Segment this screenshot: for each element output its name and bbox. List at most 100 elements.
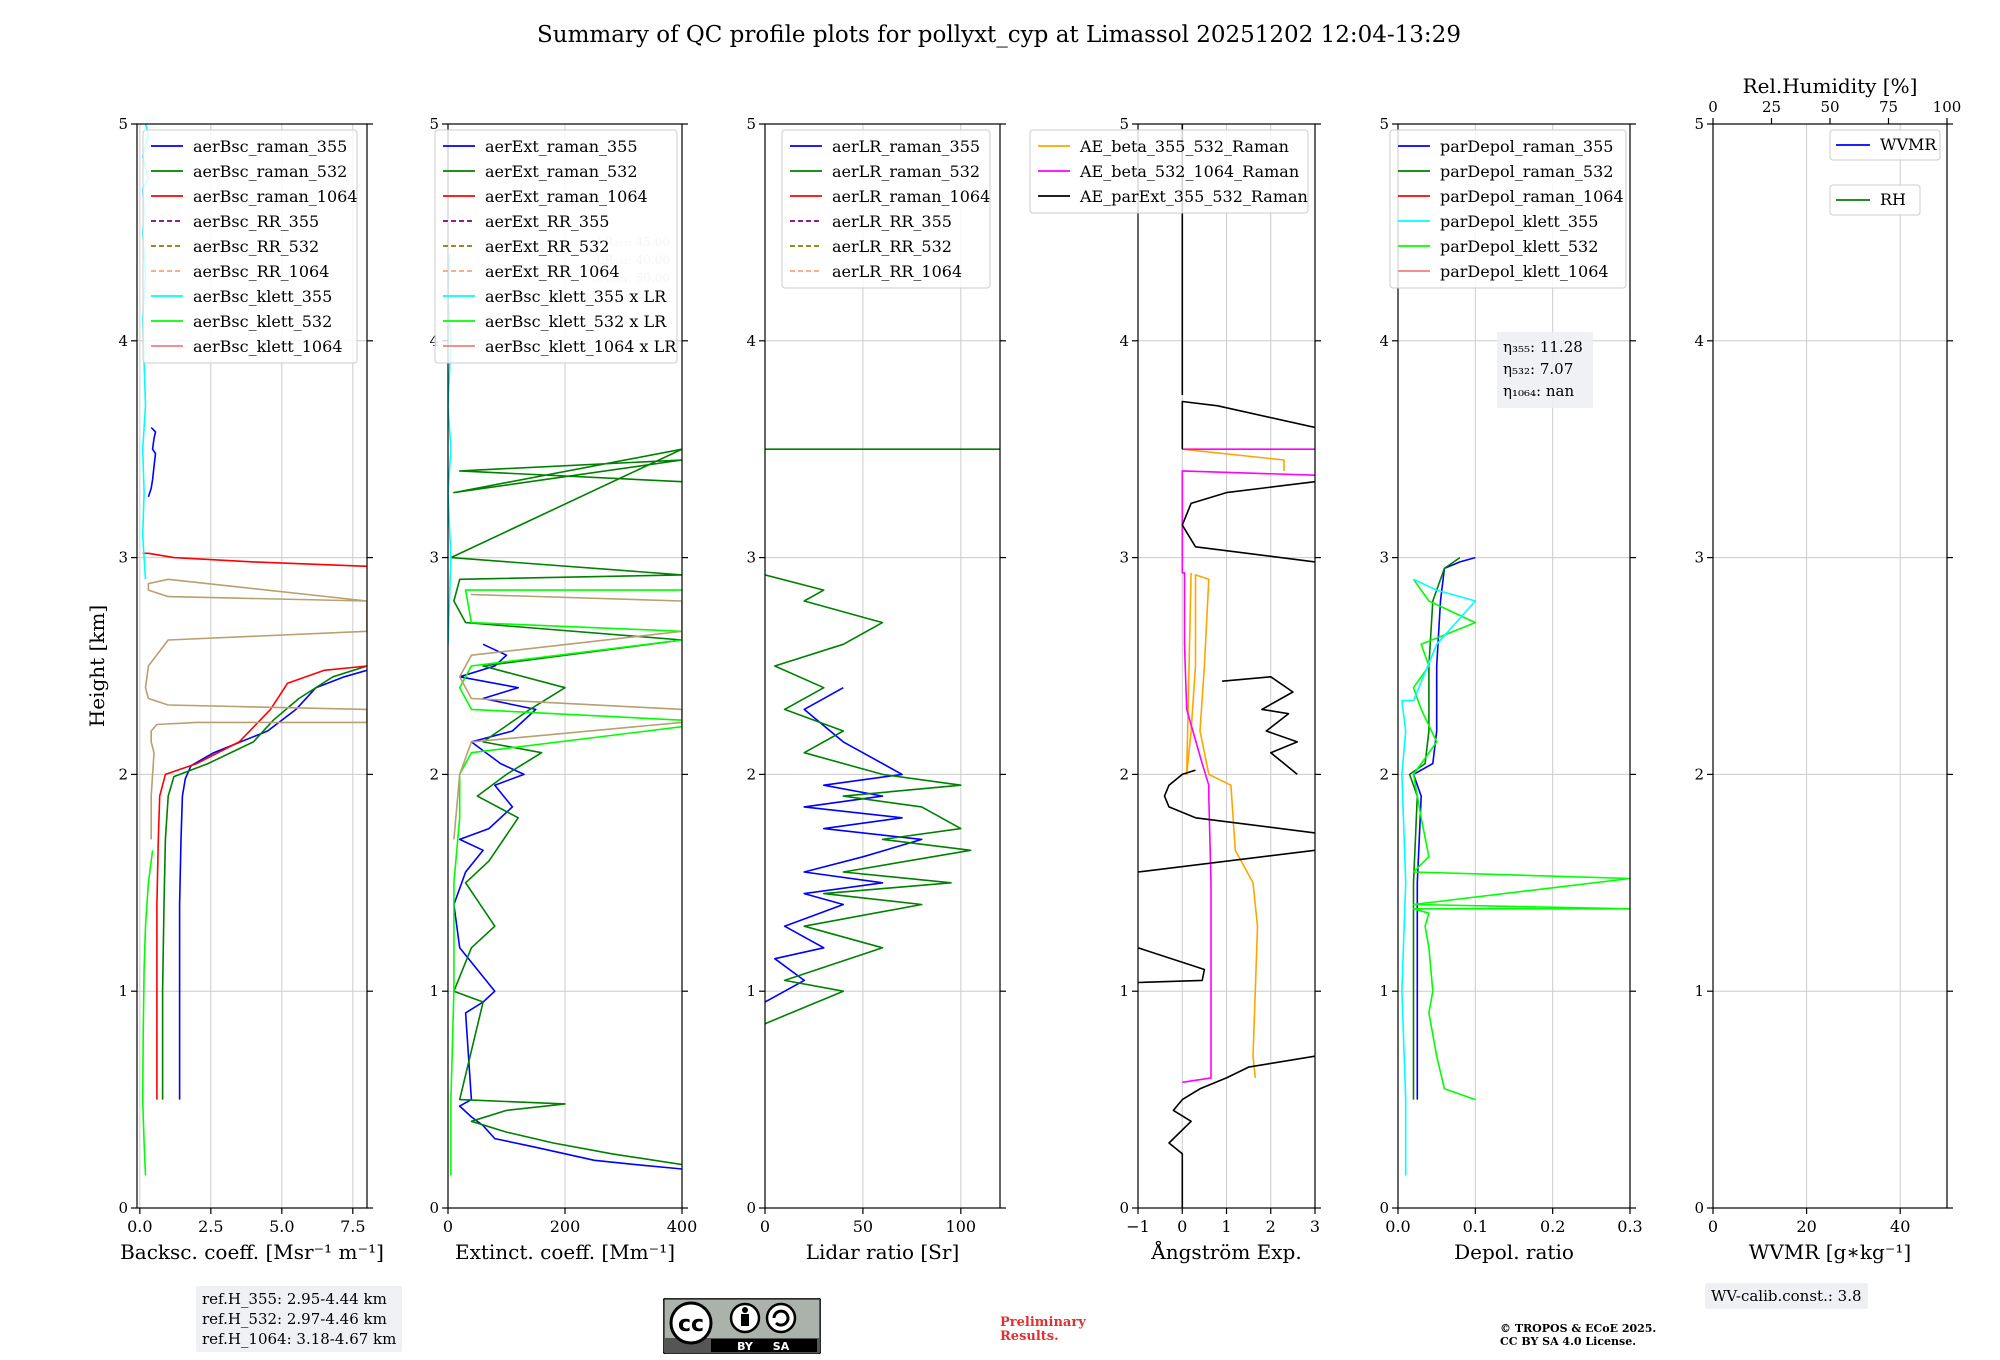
cc-sa-label: SA: [773, 1340, 790, 1353]
legend-label: aerBsc_klett_532: [193, 312, 332, 331]
x-axis-label: Depol. ratio: [1454, 1240, 1574, 1264]
cc-letters: cc: [678, 1312, 704, 1337]
x-tick-label: 40: [1890, 1217, 1910, 1236]
x-tick-label: 100: [946, 1217, 977, 1236]
legend-label: aerLR_RR_532: [832, 237, 952, 256]
legend-label: aerBsc_klett_532 x LR: [485, 312, 667, 331]
y-tick-label: 2: [746, 765, 756, 783]
x2-tick-label: 50: [1820, 98, 1839, 116]
x-tick-label: 20: [1796, 1217, 1816, 1236]
x-tick-label: 3: [1310, 1217, 1320, 1236]
legend-box: [1389, 129, 1627, 289]
legend-box: [781, 129, 991, 289]
series-AE_beta_532_1064_Raman: [1181, 470, 1315, 1084]
x-tick-label: 400: [667, 1217, 698, 1236]
legend-box: [142, 129, 358, 364]
legend-label: AE_beta_532_1064_Raman: [1079, 162, 1299, 181]
eta-box: [1497, 332, 1593, 408]
legend-label: aerBsc_klett_355 x LR: [485, 287, 667, 306]
y-tick-label: 3: [1694, 549, 1704, 567]
legend-box: [1029, 129, 1309, 214]
y-tick-label: 3: [746, 549, 756, 567]
x-tick-label: 5.0: [269, 1217, 294, 1236]
ref-height-355: ref.H_355: 2.95-4.44 km: [202, 1290, 387, 1308]
series-aerBsc_klett_532_xLR: [450, 589, 682, 1176]
series-group: [1401, 556, 1630, 1176]
y-tick-label: 5: [746, 115, 756, 133]
x2-tick-label: 0: [1708, 98, 1718, 116]
legend-label: aerBsc_klett_355: [193, 287, 332, 306]
copyright-note: © TROPOS & ECoE 2025. CC BY SA 4.0 Licen…: [1500, 1322, 1656, 1348]
y-tick-label: 5: [1119, 115, 1129, 133]
eta-label: η₃₅₅: 11.28: [1503, 338, 1583, 356]
series-AE_parExt_355_532_Raman_l: [1138, 849, 1315, 873]
y-tick-label: 2: [429, 765, 439, 783]
y-tick-label: 5: [118, 115, 128, 133]
legend-label: WVMR: [1880, 135, 1937, 154]
y-tick-label: 4: [1694, 332, 1704, 350]
legend-label: parDepol_klett_532: [1440, 237, 1598, 256]
series-AE_parExt_355_532_Raman_v: [1181, 400, 1315, 450]
x-tick-label: 0: [1708, 1217, 1718, 1236]
series-AE_parExt_355_532_Raman_w: [1138, 947, 1206, 984]
x-axis-label: Lidar ratio [Sr]: [806, 1240, 960, 1264]
y-tick-label: 0: [1119, 1199, 1129, 1217]
x-tick-label: −1: [1126, 1217, 1150, 1236]
eta-label: η₅₃₂: 7.07: [1503, 360, 1573, 378]
axes-frame: [136, 123, 368, 1209]
legend-label: parDepol_klett_355: [1440, 212, 1598, 231]
series-aerBsc_raman_355: [178, 669, 367, 1100]
legend-label: aerExt_raman_1064: [485, 187, 648, 206]
panel-depolarization: 0 1 2 3 4 5 0.0 0.1 0.2 0.3 Depol. ratio parDepol_r…: [1379, 115, 1642, 1264]
legend-label: parDepol_raman_532: [1440, 162, 1613, 181]
y-tick-label: 1: [429, 982, 439, 1000]
x-axis-label: WVMR [g∗kg⁻¹]: [1749, 1240, 1911, 1264]
y-tick-label: 2: [118, 765, 128, 783]
reference-heights-box: ref.H_355: 2.95-4.44 km ref.H_532: 2.97-…: [196, 1286, 403, 1352]
x-tick-label: 200: [550, 1217, 581, 1236]
x-tick-label: 0.0: [1385, 1217, 1410, 1236]
series-aerBsc_klett_khaki: [453, 593, 682, 840]
x-tick-label: 0.3: [1617, 1217, 1642, 1236]
y-tick-label: 5: [1379, 115, 1389, 133]
legend-label: AE_beta_355_532_Raman: [1079, 137, 1289, 156]
figure-title: Summary of QC profile plots for pollyxt_…: [537, 22, 1461, 48]
series-group: [141, 124, 367, 1176]
series-aerExt_raman_355: [453, 643, 682, 1170]
share-alike-icon: [765, 1302, 797, 1334]
x-tick-label: 1: [1221, 1217, 1231, 1236]
y-tick-label: 4: [746, 332, 756, 350]
y-tick-label: 2: [1379, 765, 1389, 783]
series-aerBsc_klett_532: [141, 850, 154, 1176]
legend-label: parDepol_klett_1064: [1440, 262, 1609, 281]
legend-label: AE_parExt_355_532_Raman: [1079, 187, 1308, 206]
legend-label: aerLR_RR_1064: [832, 262, 962, 281]
preliminary-line-2: Results.: [1000, 1329, 1059, 1344]
series-aerExt_raman_532: [450, 448, 682, 1166]
y-tick-label: 0: [429, 1199, 439, 1217]
legend-label: aerBsc_RR_1064: [193, 262, 329, 281]
preliminary-note: Preliminary Results.: [1000, 1316, 1086, 1344]
series-aerBsc_klett_khaki: [144, 578, 367, 840]
legend-box: [1829, 129, 1941, 161]
legend-label: aerBsc_klett_1064 x LR: [485, 337, 677, 356]
x2-axis-label: Rel.Humidity [%]: [1743, 74, 1918, 98]
legend-label: parDepol_raman_355: [1440, 137, 1613, 156]
legend-label: parDepol_raman_1064: [1440, 187, 1624, 206]
y-tick-label: 1: [1119, 982, 1129, 1000]
y-tick-label: 1: [746, 982, 756, 1000]
y-tick-label: 4: [429, 332, 439, 350]
ref-height-532: ref.H_532: 2.97-4.46 km: [202, 1310, 387, 1328]
legend-label: aerBsc_RR_355: [193, 212, 319, 231]
x-tick-label: 0: [1177, 1217, 1187, 1236]
y-tick-label: 4: [1119, 332, 1129, 350]
copyright-line-1: © TROPOS & ECoE 2025.: [1500, 1322, 1657, 1335]
y-tick-label: 0: [118, 1199, 128, 1217]
y-tick-label: 1: [1694, 982, 1704, 1000]
series-AE_parExt_355_532_Raman_c: [1163, 769, 1315, 834]
x-tick-label: 0: [443, 1217, 453, 1236]
y-tick-label: 5: [1694, 115, 1704, 133]
